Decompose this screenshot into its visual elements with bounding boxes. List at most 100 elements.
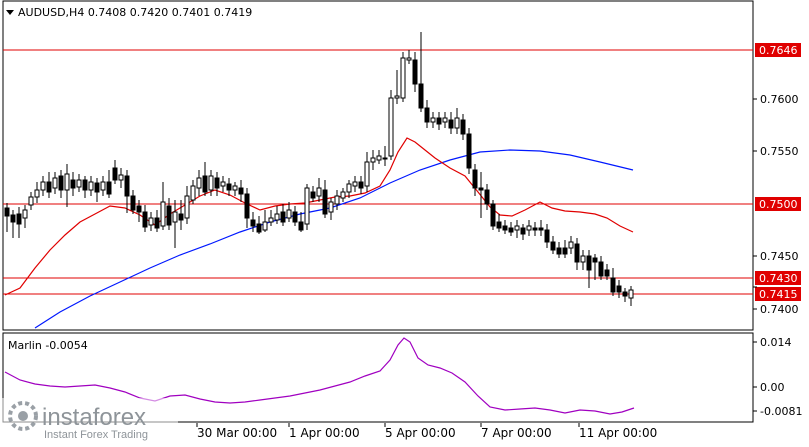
candle-bear (382, 157, 388, 160)
candle-bull (52, 177, 58, 189)
candle-bull (34, 189, 40, 198)
time-label: 1 Apr 00:00 (289, 426, 360, 440)
candle-bear (478, 187, 484, 191)
indicator-tick: 0.00 (760, 381, 785, 394)
candle-bull (160, 201, 166, 227)
candle-bear (598, 261, 604, 277)
candle-bull (394, 95, 400, 99)
candle-bull (64, 173, 70, 191)
indicator-axis: 0.014 0.00 -0.0081 (753, 336, 802, 418)
indicator-tick: -0.0081 (760, 405, 802, 418)
candle-bull (148, 217, 154, 226)
candle-bear (436, 117, 442, 125)
candle-bull (76, 179, 82, 188)
candle-bull (568, 241, 574, 249)
candle-bull (430, 117, 436, 123)
price-tick: 0.7600 (760, 93, 799, 106)
time-axis: 30 Mar 00:00 1 Apr 00:00 5 Apr 00:00 7 A… (196, 423, 657, 440)
time-label: 30 Mar 00:00 (197, 426, 277, 440)
price-tick: 0.7450 (760, 250, 799, 263)
candle-bull (286, 209, 292, 219)
candle-bear (226, 183, 232, 191)
level-tag-box (755, 271, 801, 285)
candle-bull (580, 255, 586, 263)
candle-bear (358, 181, 364, 189)
level-tag: 0.7500 (759, 198, 798, 211)
candle-bear (178, 213, 184, 221)
candle-bull (40, 181, 46, 191)
candle-bull (334, 195, 340, 205)
candle-bull (304, 187, 310, 225)
candle-bull (172, 211, 178, 223)
candle-bull (388, 97, 394, 157)
candle-bear (418, 83, 424, 109)
logo-mark-icon (8, 401, 38, 431)
candle-bear (310, 191, 316, 199)
candle-bear (586, 255, 592, 271)
candle-bear (202, 175, 208, 193)
instaforex-logo: instaforex Instant Forex Trading (0, 398, 178, 443)
ma-fast-line (4, 137, 634, 296)
candle-bull (346, 183, 352, 193)
candle-bear (544, 229, 550, 243)
candle-bull (118, 174, 124, 181)
candle-bear (496, 221, 502, 229)
candle-bear (166, 205, 172, 226)
candle-bear (574, 243, 580, 263)
candle-bear (460, 119, 466, 135)
candle-bull (400, 57, 406, 99)
candle-bear (292, 211, 298, 223)
candle-bear (130, 195, 136, 211)
candle-bear (298, 221, 304, 231)
candle-bull (22, 209, 28, 219)
candle-bull (328, 201, 334, 213)
candle-bear (214, 177, 220, 189)
candle-bull (526, 225, 532, 231)
candle-bear (16, 213, 22, 225)
candle-bear (604, 269, 610, 277)
candle-bear (484, 189, 490, 205)
candle-bull (268, 217, 274, 223)
candle-bear (322, 189, 328, 215)
candle-bear (238, 187, 244, 195)
candle-bull (442, 117, 448, 123)
candle-bear (424, 107, 430, 123)
marlin-line (4, 337, 635, 415)
price-tick: 0.7400 (760, 303, 799, 316)
time-label: 11 Apr 00:00 (579, 426, 657, 440)
candle-bull (316, 187, 322, 197)
candle-bear (112, 167, 118, 181)
candle-bear (256, 223, 262, 233)
candle-bear (46, 181, 52, 193)
candle-bull (628, 289, 634, 299)
candle-bull (208, 175, 214, 191)
price-tick: 0.7550 (760, 145, 799, 158)
candle-bear (4, 207, 10, 217)
main-chart-frame (2, 0, 754, 331)
level-lines (3, 49, 753, 295)
candle-bear (154, 217, 160, 229)
candle-bull (100, 181, 106, 191)
candle-bear (616, 285, 622, 293)
candle-bull (88, 181, 94, 191)
candle-bull (196, 177, 202, 189)
candle-bear (280, 211, 286, 223)
candle-bear (502, 225, 508, 231)
level-tag: 0.7430 (759, 272, 798, 285)
indicator-tick: 0.014 (760, 336, 792, 349)
level-tag-box (755, 287, 801, 301)
triangle-down-icon[interactable] (6, 10, 14, 15)
candle-bull (370, 157, 376, 163)
candle-bear (106, 181, 112, 195)
candle-bear (622, 291, 628, 297)
candle-bear (466, 133, 472, 169)
candle-bull (232, 185, 238, 191)
candle-bear (10, 214, 16, 223)
candle-bull (340, 191, 346, 199)
candle-bear (448, 119, 454, 129)
candle-bull (376, 155, 382, 161)
candle-bull (220, 181, 226, 187)
candle-bull (274, 213, 280, 221)
candle-bear (562, 247, 568, 255)
candle-bull (514, 225, 520, 231)
